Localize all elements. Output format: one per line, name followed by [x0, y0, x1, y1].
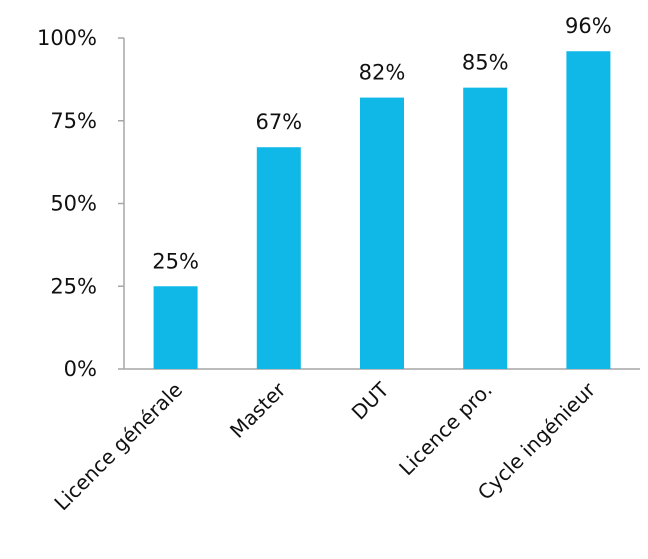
category-label: Licence pro.	[394, 378, 497, 481]
data-label: 85%	[462, 51, 509, 75]
data-label: 67%	[255, 110, 302, 134]
bar	[463, 87, 508, 370]
category-label: Licence générale	[49, 378, 187, 516]
bar	[153, 286, 198, 369]
y-tick-label: 25%	[50, 274, 97, 298]
bar	[360, 97, 404, 369]
category-label: Master	[225, 377, 291, 443]
category-label: DUT	[347, 377, 394, 424]
bar	[256, 147, 301, 369]
y-tick-label: 50%	[50, 192, 97, 216]
data-label: 82%	[359, 61, 406, 85]
y-tick-label: 75%	[50, 109, 97, 133]
data-label: 96%	[565, 14, 612, 38]
bar	[566, 51, 611, 370]
y-tick-label: 0%	[64, 357, 97, 381]
y-tick-label: 100%	[37, 26, 97, 50]
data-label: 25%	[152, 249, 199, 273]
